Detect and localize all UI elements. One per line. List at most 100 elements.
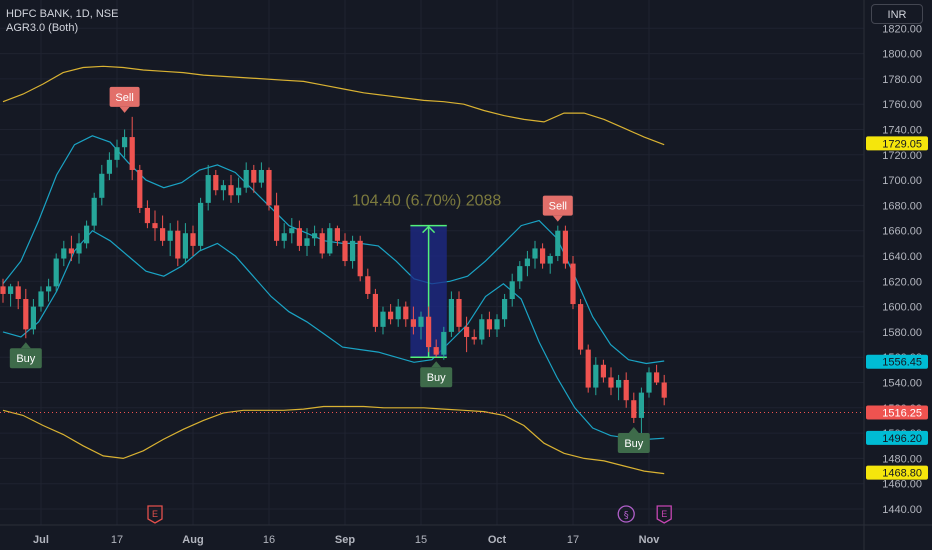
candle-body [251, 169, 257, 183]
candle-body [654, 372, 660, 383]
price-tag-label: 1729.05 [882, 138, 922, 150]
candle-body [175, 230, 181, 259]
candle-body [456, 299, 462, 327]
candle-body [578, 304, 584, 350]
price-tick-label: 1440.00 [882, 504, 922, 516]
candle-body [23, 299, 29, 330]
price-tick-label: 1620.00 [882, 276, 922, 288]
candle-body [137, 169, 143, 208]
time-tick-label: 17 [567, 534, 579, 546]
candle-body [486, 319, 492, 330]
candle-body [304, 238, 310, 246]
price-tick-label: 1760.00 [882, 99, 922, 111]
candle-body [524, 258, 530, 267]
earnings-event-icon [656, 505, 672, 524]
candle-body [638, 392, 644, 418]
candle-body [0, 286, 6, 294]
indicator-title: AGR3.0 (Both) [6, 22, 79, 34]
price-axis-panel [864, 0, 932, 550]
price-tag-label: 1468.80 [882, 468, 922, 480]
candle-body [365, 276, 371, 294]
price-tick-label: 1820.00 [882, 23, 922, 35]
candle-body [623, 379, 629, 401]
time-tick-label: 15 [415, 534, 427, 546]
candle-body [46, 286, 52, 292]
signal-buy-badge [420, 367, 453, 388]
price-tag [866, 465, 928, 480]
bollinger-upper-line [2, 135, 665, 365]
split-event-label: § [624, 510, 629, 521]
signal-sell-label: Sell [549, 201, 567, 213]
price-tick-label: 1580.00 [882, 327, 922, 339]
candle-body [319, 233, 325, 254]
signal-sell-pointer [119, 106, 130, 113]
signal-buy-label: Buy [16, 353, 35, 365]
signal-buy-label: Buy [624, 438, 643, 450]
candle-body [129, 137, 135, 170]
candle-body [403, 306, 409, 320]
candle-body [418, 316, 424, 327]
candle-body [646, 372, 652, 393]
candle-body [600, 364, 606, 378]
price-tick-label: 1640.00 [882, 251, 922, 263]
candle-body [220, 185, 226, 191]
price-tag [866, 430, 928, 445]
signal-sell-label: Sell [115, 92, 133, 104]
earnings-event-label: E [661, 509, 667, 519]
price-tick-label: 1700.00 [882, 175, 922, 187]
price-tick-label: 1600.00 [882, 302, 922, 314]
candle-body [441, 331, 447, 355]
candle-body [61, 248, 67, 259]
candle-body [517, 266, 523, 282]
candle-body [410, 319, 416, 327]
candle-body [289, 228, 295, 234]
time-tick-label: 16 [263, 534, 275, 546]
price-tick-label: 1680.00 [882, 200, 922, 212]
price-tick-label: 1540.00 [882, 378, 922, 390]
price-tick-label: 1740.00 [882, 125, 922, 137]
time-tick-label: Oct [488, 534, 507, 546]
candle-body [243, 169, 249, 188]
candle-body [562, 230, 568, 264]
candle-body [380, 311, 386, 327]
candle-body [114, 147, 120, 160]
price-tag [866, 354, 928, 369]
signal-buy-pointer [20, 342, 31, 349]
price-tick-label: 1800.00 [882, 49, 922, 61]
candle-body [608, 377, 614, 388]
lower-envelope-line [2, 405, 665, 475]
candle-body [509, 281, 515, 300]
measure-label: 104.40 (6.70%) 2088 [352, 193, 502, 210]
candle-body [106, 159, 112, 174]
split-event-icon [617, 505, 635, 523]
price-tick-label: 1780.00 [882, 74, 922, 86]
signal-buy-badge [617, 432, 650, 453]
candle-body [593, 364, 599, 388]
candle-body [334, 228, 340, 241]
price-tag-label: 1496.20 [882, 433, 922, 445]
candle-body [53, 258, 59, 287]
bollinger-lower-line [2, 229, 665, 441]
candle-body [76, 243, 82, 254]
candle-body [388, 311, 394, 320]
candle-body [433, 347, 439, 355]
candle-body [585, 349, 591, 388]
candle-body [266, 169, 272, 206]
currency-button[interactable]: INR [871, 4, 923, 24]
candle-body [532, 248, 538, 259]
price-tag-label: 1556.45 [882, 357, 922, 369]
price-tag [866, 136, 928, 151]
candle-body [190, 233, 196, 246]
candle-body [38, 291, 44, 307]
signal-sell-pointer [552, 215, 563, 222]
candle-body [570, 263, 576, 305]
candle-body [471, 336, 477, 340]
candle-body [182, 233, 188, 259]
signal-buy-badge [9, 348, 42, 369]
price-tick-label: 1660.00 [882, 226, 922, 238]
signal-buy-label: Buy [427, 372, 446, 384]
candle-body [547, 256, 553, 264]
price-tick-label: 1480.00 [882, 453, 922, 465]
price-tick-label: 1720.00 [882, 150, 922, 162]
